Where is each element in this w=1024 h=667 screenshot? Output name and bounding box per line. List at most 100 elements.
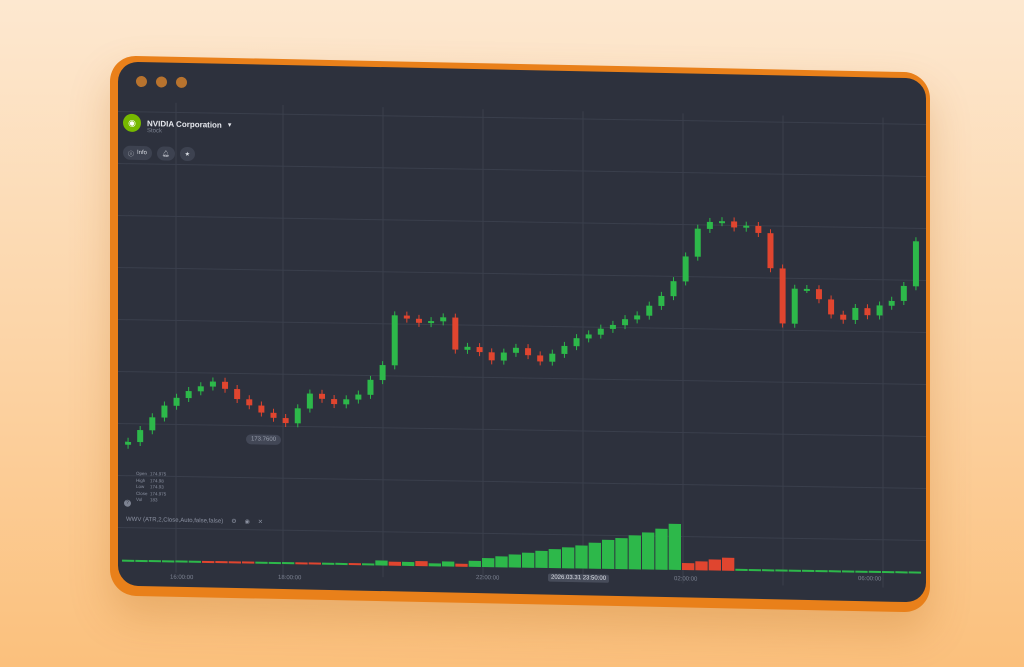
volume-bar (588, 542, 601, 569)
candle-body (646, 305, 653, 316)
volume-bar (122, 559, 135, 562)
candle-body (912, 241, 919, 287)
instrument-selector[interactable]: ◉ NVIDIA Corporation ▾ (123, 113, 231, 134)
vol-label: Vol (136, 496, 143, 503)
volume-bar (842, 570, 855, 573)
time-tick: 06:00:00 (858, 576, 882, 583)
candle-body (270, 412, 277, 418)
time-tick: 16:00:00 (170, 574, 194, 582)
candle-body (549, 353, 556, 362)
time-tick: 22:00:00 (476, 575, 500, 582)
candle-body (331, 399, 338, 405)
candle-body (464, 346, 471, 350)
volume-bar (642, 532, 655, 570)
volume-bar (602, 539, 615, 570)
candle-body (125, 441, 132, 445)
volume-bar (202, 560, 215, 564)
volume-bar (735, 568, 748, 572)
eye-icon[interactable]: ◉ (244, 519, 250, 526)
volume-bar (562, 547, 575, 569)
volume-bar (655, 528, 668, 570)
candle-body (622, 319, 629, 326)
candle-body (185, 390, 192, 399)
volume-bar (868, 570, 882, 574)
ohlc-legend: Open 174.975 High 174.98 Low 174.93 Close 17… (136, 471, 166, 504)
candle-body (403, 315, 410, 319)
grid-line (118, 527, 926, 541)
nvidia-logo: ◉ (123, 113, 141, 133)
favorite-button[interactable]: ★ (179, 146, 196, 162)
candle-body (306, 393, 313, 409)
volume-bar (695, 561, 708, 571)
candle-body (525, 348, 532, 356)
volume-bar (188, 560, 201, 563)
candle-body (609, 324, 616, 329)
grid-line (118, 111, 926, 125)
candle-body (440, 317, 447, 322)
volume-bar (362, 563, 375, 566)
volume-bar (335, 562, 348, 566)
candle-body (537, 355, 544, 362)
volume-bar (615, 537, 628, 570)
volume-bar (708, 559, 722, 571)
alert-button[interactable]: 🔔︎ (157, 146, 175, 161)
volume-bar (388, 561, 401, 566)
star-icon: ★ (184, 151, 191, 158)
volume-bar (375, 560, 388, 566)
candle-body (488, 352, 495, 361)
open-value: 174.975 (150, 471, 167, 477)
volume-bar (895, 571, 908, 574)
candle-body (852, 307, 859, 321)
close-icon[interactable]: ✕ (257, 519, 263, 526)
instrument-type: Stock (147, 128, 163, 135)
volume-bar (748, 568, 762, 572)
candle-body (840, 314, 847, 320)
volume-bar (828, 570, 842, 573)
candle-body (512, 347, 519, 353)
candle-body (500, 352, 507, 361)
volume-bar (668, 523, 682, 571)
volume-bar (148, 560, 161, 563)
volume-bar (628, 535, 641, 570)
candle-body (900, 285, 907, 302)
volume-bar (295, 562, 308, 565)
volume-bar (575, 545, 588, 569)
volume-bar (762, 569, 775, 572)
candle-body (391, 315, 398, 366)
volume-bar (215, 561, 228, 564)
info-button[interactable]: ⓘ Info (123, 145, 153, 161)
volume-bar (135, 559, 148, 563)
volume-bar (322, 562, 335, 565)
volume-bar (282, 562, 295, 565)
volume-bar (682, 562, 695, 571)
volume-bar (775, 569, 788, 572)
gear-icon[interactable]: ⚙ (231, 518, 237, 526)
candle-body (743, 225, 750, 228)
candle-body (658, 295, 665, 306)
grid-line (118, 319, 926, 333)
vol-value: 183 (150, 497, 158, 503)
candle-body (149, 417, 156, 431)
volume-bar (855, 570, 868, 573)
grid-line (118, 371, 926, 385)
candle-body (767, 233, 774, 269)
candle-body (367, 379, 374, 395)
candle-body (706, 221, 713, 229)
candle-body (355, 394, 362, 400)
candle-body (779, 268, 786, 324)
volume-bar (535, 550, 548, 569)
volume-bar (402, 561, 415, 567)
candle-body (294, 408, 301, 424)
volume-bar (348, 563, 362, 566)
candle-body (234, 388, 241, 400)
candle-body (585, 334, 592, 339)
candle-body (209, 381, 216, 387)
candle-body (161, 405, 168, 418)
candle-body (815, 289, 822, 300)
candle-body (246, 399, 253, 406)
price-chart[interactable] (118, 62, 926, 603)
volume-bar (468, 560, 481, 568)
bell-icon: 🔔︎ (162, 150, 170, 158)
candle-body (791, 288, 798, 324)
help-icon[interactable]: ? (124, 499, 131, 507)
